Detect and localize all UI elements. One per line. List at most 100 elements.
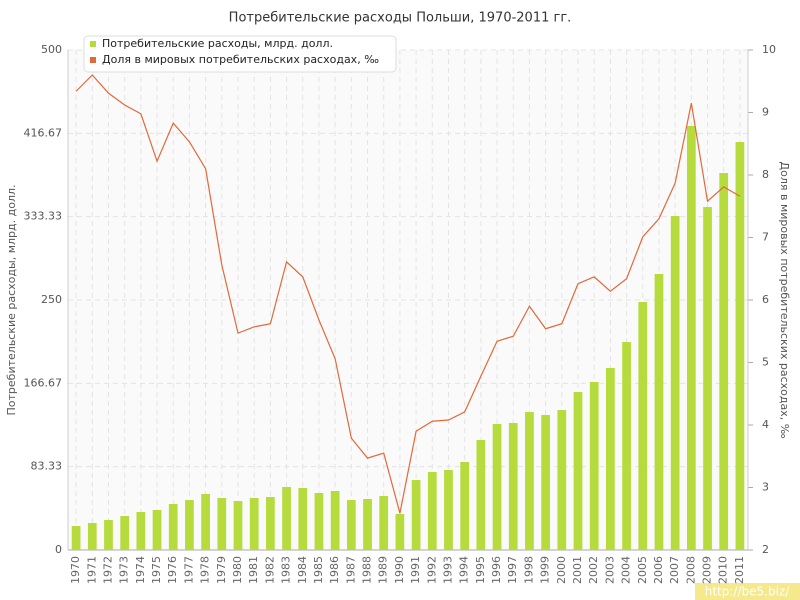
x-tick-label: 2003 <box>603 556 616 584</box>
legend-swatch <box>90 41 96 47</box>
bar <box>686 126 696 550</box>
bar <box>71 526 81 550</box>
bar <box>136 512 146 550</box>
x-tick-label: 2002 <box>587 556 600 584</box>
y2-tick-label: 8 <box>762 168 769 181</box>
bar <box>622 342 631 550</box>
x-tick-label: 1989 <box>377 556 390 584</box>
bar <box>233 501 243 550</box>
bar <box>670 216 680 550</box>
x-tick-label: 2006 <box>652 556 665 584</box>
bar <box>314 493 324 550</box>
bar <box>330 491 340 550</box>
x-tick-label: 1980 <box>231 556 244 584</box>
bar <box>411 480 421 550</box>
line <box>75 74 741 514</box>
y-tick-label: 83.33 <box>31 460 63 473</box>
bar <box>152 510 162 550</box>
x-tick-label: 1981 <box>247 556 260 584</box>
bar <box>395 514 405 550</box>
bar <box>363 499 372 550</box>
x-tick-label: 1999 <box>539 556 552 584</box>
x-tick-label: 1997 <box>506 556 519 584</box>
bar <box>525 412 534 550</box>
bar <box>185 500 194 550</box>
y-tick-label: 416.67 <box>24 126 63 139</box>
x-tick-label: 1991 <box>409 556 422 584</box>
legend: Потребительские расходы, млрд. долл. Доля… <box>83 35 397 73</box>
x-tick-label: 1990 <box>393 556 406 584</box>
x-tick-label: 1971 <box>85 556 98 584</box>
y2-tick-label: 2 <box>762 543 769 556</box>
y-axis-title: Потребительские расходы, млрд. долл. <box>5 185 18 416</box>
bar <box>282 487 291 550</box>
bar <box>557 410 567 550</box>
bar <box>476 440 486 550</box>
x-tick-label: 1983 <box>280 556 293 584</box>
bar <box>444 470 453 550</box>
bar <box>427 472 437 550</box>
x-tick-label: 1988 <box>361 556 374 584</box>
x-tick-label: 1984 <box>296 556 309 584</box>
x-tick-label: 1978 <box>199 556 212 584</box>
bar <box>298 488 308 550</box>
legend-box <box>83 35 397 73</box>
y-tick-label: 500 <box>41 43 62 56</box>
x-tick-label: 1987 <box>344 556 357 584</box>
y-tick-label: 333.33 <box>24 210 63 223</box>
x-tick-label: 2008 <box>684 556 697 584</box>
x-tick-label: 1975 <box>150 556 163 584</box>
x-tick-label: 1976 <box>166 556 179 584</box>
x-tick-label: 1977 <box>182 556 195 584</box>
bar <box>541 415 550 550</box>
bar <box>217 498 227 550</box>
x-tick-label: 1972 <box>101 556 114 584</box>
y2-tick-label: 7 <box>762 231 769 244</box>
bar <box>508 423 518 550</box>
y-tick-label: 250 <box>41 293 62 306</box>
y-tick-label: 0 <box>55 543 62 556</box>
bar <box>492 424 502 550</box>
x-tick-label: 2007 <box>668 556 681 584</box>
bar <box>346 500 356 550</box>
bar <box>460 462 470 550</box>
x-tick-label: 2011 <box>733 556 746 584</box>
x-tick-label: 2001 <box>571 556 584 584</box>
bar <box>87 523 97 550</box>
bar <box>120 516 130 550</box>
bar <box>654 274 664 550</box>
x-tick-label: 1986 <box>328 556 341 584</box>
legend-label: Доля в мировых потребительских расходах,… <box>102 53 379 66</box>
bar <box>249 498 259 550</box>
y2-axis-title: Доля в мировых потребительских расходах,… <box>778 162 791 439</box>
y2-tick-label: 9 <box>762 106 769 119</box>
x-tick-label: 1992 <box>425 556 438 584</box>
y-tick-label: 166.67 <box>24 376 63 389</box>
y2-tick-label: 5 <box>762 356 769 369</box>
x-tick-label: 1998 <box>522 556 535 584</box>
bar <box>606 368 615 550</box>
bar <box>201 494 210 550</box>
bar <box>638 302 648 550</box>
x-tick-label: 1993 <box>441 556 454 584</box>
x-tick-label: 1973 <box>118 556 131 584</box>
x-tick-label: 1979 <box>215 556 228 584</box>
x-tick-label: 1985 <box>312 556 325 584</box>
bar <box>104 520 113 550</box>
watermark-bg <box>695 583 800 600</box>
x-tick-label: 1994 <box>458 556 471 584</box>
x-tick-label: 1974 <box>134 556 147 584</box>
bar <box>573 392 583 550</box>
bar <box>719 173 729 550</box>
bar <box>589 382 599 550</box>
x-tick-label: 2010 <box>717 556 730 584</box>
bar <box>735 142 745 550</box>
y2-tick-label: 3 <box>762 481 769 494</box>
x-tick-label: 2009 <box>701 556 714 584</box>
x-tick-label: 1970 <box>69 556 82 584</box>
x-tick-label: 1982 <box>263 556 276 584</box>
bar <box>266 497 275 550</box>
x-tick-label: 2004 <box>620 556 633 584</box>
legend-label: Потребительские расходы, млрд. долл. <box>102 37 333 50</box>
